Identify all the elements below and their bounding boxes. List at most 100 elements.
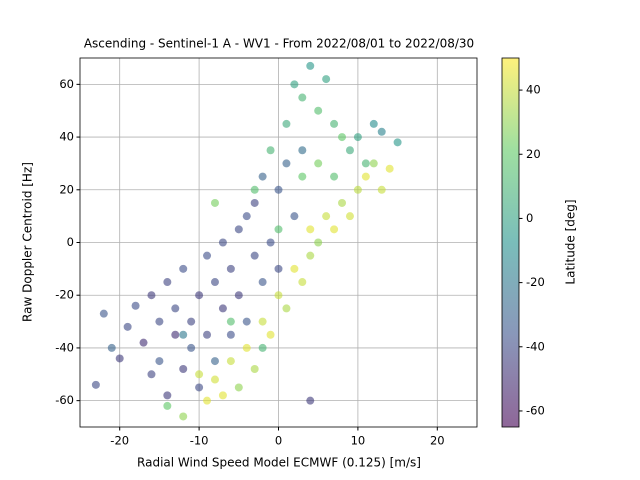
point [258, 278, 267, 287]
y-tick-label: 60 [59, 77, 74, 91]
point [306, 61, 315, 70]
point [258, 317, 267, 326]
point [234, 225, 243, 234]
y-axis-label: Raw Doppler Centroid [Hz] [21, 162, 35, 322]
point [250, 251, 259, 260]
point [226, 317, 235, 326]
colorbar-tick-label: -60 [526, 403, 545, 417]
point [345, 146, 354, 155]
point [266, 146, 275, 155]
point [298, 278, 307, 287]
point [361, 172, 370, 181]
point [203, 251, 212, 260]
y-tick-label: 40 [59, 130, 74, 144]
y-tick-label: 20 [59, 182, 74, 196]
point [123, 322, 132, 331]
point [353, 133, 362, 142]
point [314, 238, 323, 247]
point [353, 185, 362, 194]
y-tick-label: -40 [55, 340, 74, 354]
point [338, 198, 347, 207]
point [147, 370, 156, 379]
point [314, 159, 323, 168]
colorbar-tick-label: -40 [526, 339, 545, 353]
point [377, 185, 386, 194]
y-tick-label: -20 [55, 288, 74, 302]
point [226, 264, 235, 273]
point [155, 357, 164, 366]
point [393, 138, 402, 147]
point [139, 338, 148, 347]
point [179, 412, 188, 421]
point [210, 375, 219, 384]
colorbar-tick-label: 0 [526, 211, 533, 225]
x-tick-label: 10 [351, 434, 366, 448]
point [179, 330, 188, 339]
point [218, 238, 227, 247]
point [306, 396, 315, 405]
point [266, 238, 275, 247]
point [330, 225, 339, 234]
point [250, 365, 259, 374]
chart-title: Ascending - Sentinel-1 A - WV1 - From 20… [84, 37, 474, 51]
colorbar-tick-label: 40 [526, 83, 541, 97]
point [250, 198, 259, 207]
point [163, 391, 172, 400]
point [322, 212, 331, 221]
x-tick-label: -20 [110, 434, 129, 448]
point [179, 365, 188, 374]
point [345, 212, 354, 221]
point [131, 301, 140, 310]
point [171, 330, 180, 339]
point [210, 278, 219, 287]
point [274, 185, 283, 194]
point [163, 401, 172, 410]
point [147, 291, 156, 300]
point [322, 75, 331, 84]
point [210, 357, 219, 366]
point [330, 119, 339, 128]
point [361, 159, 370, 168]
point [274, 225, 283, 234]
point [266, 330, 275, 339]
colorbar [501, 57, 520, 428]
point [290, 264, 299, 273]
point [242, 343, 251, 352]
point [179, 264, 188, 273]
point [91, 380, 100, 389]
x-tick-label: 0 [275, 434, 282, 448]
point [250, 185, 259, 194]
y-tick-label: -60 [55, 393, 74, 407]
point [195, 383, 204, 392]
colorbar-label: Latitude [deg] [564, 199, 578, 284]
point [195, 370, 204, 379]
colorbar-tick-label: -20 [526, 275, 545, 289]
point [290, 80, 299, 89]
point [274, 291, 283, 300]
point [242, 317, 251, 326]
point [282, 159, 291, 168]
x-tick-label: -10 [190, 434, 209, 448]
point [115, 354, 124, 363]
point [306, 225, 315, 234]
x-tick-label: 20 [430, 434, 445, 448]
point [203, 330, 212, 339]
point [163, 278, 172, 287]
point [99, 309, 108, 318]
point [282, 119, 291, 128]
point [226, 357, 235, 366]
point [298, 146, 307, 155]
point [338, 133, 347, 142]
point [234, 383, 243, 392]
point [234, 291, 243, 300]
point [282, 304, 291, 313]
point [171, 304, 180, 313]
point [274, 264, 283, 273]
point [218, 391, 227, 400]
point [298, 93, 307, 102]
point [258, 172, 267, 181]
point [330, 172, 339, 181]
point [210, 198, 219, 207]
point [377, 127, 386, 136]
